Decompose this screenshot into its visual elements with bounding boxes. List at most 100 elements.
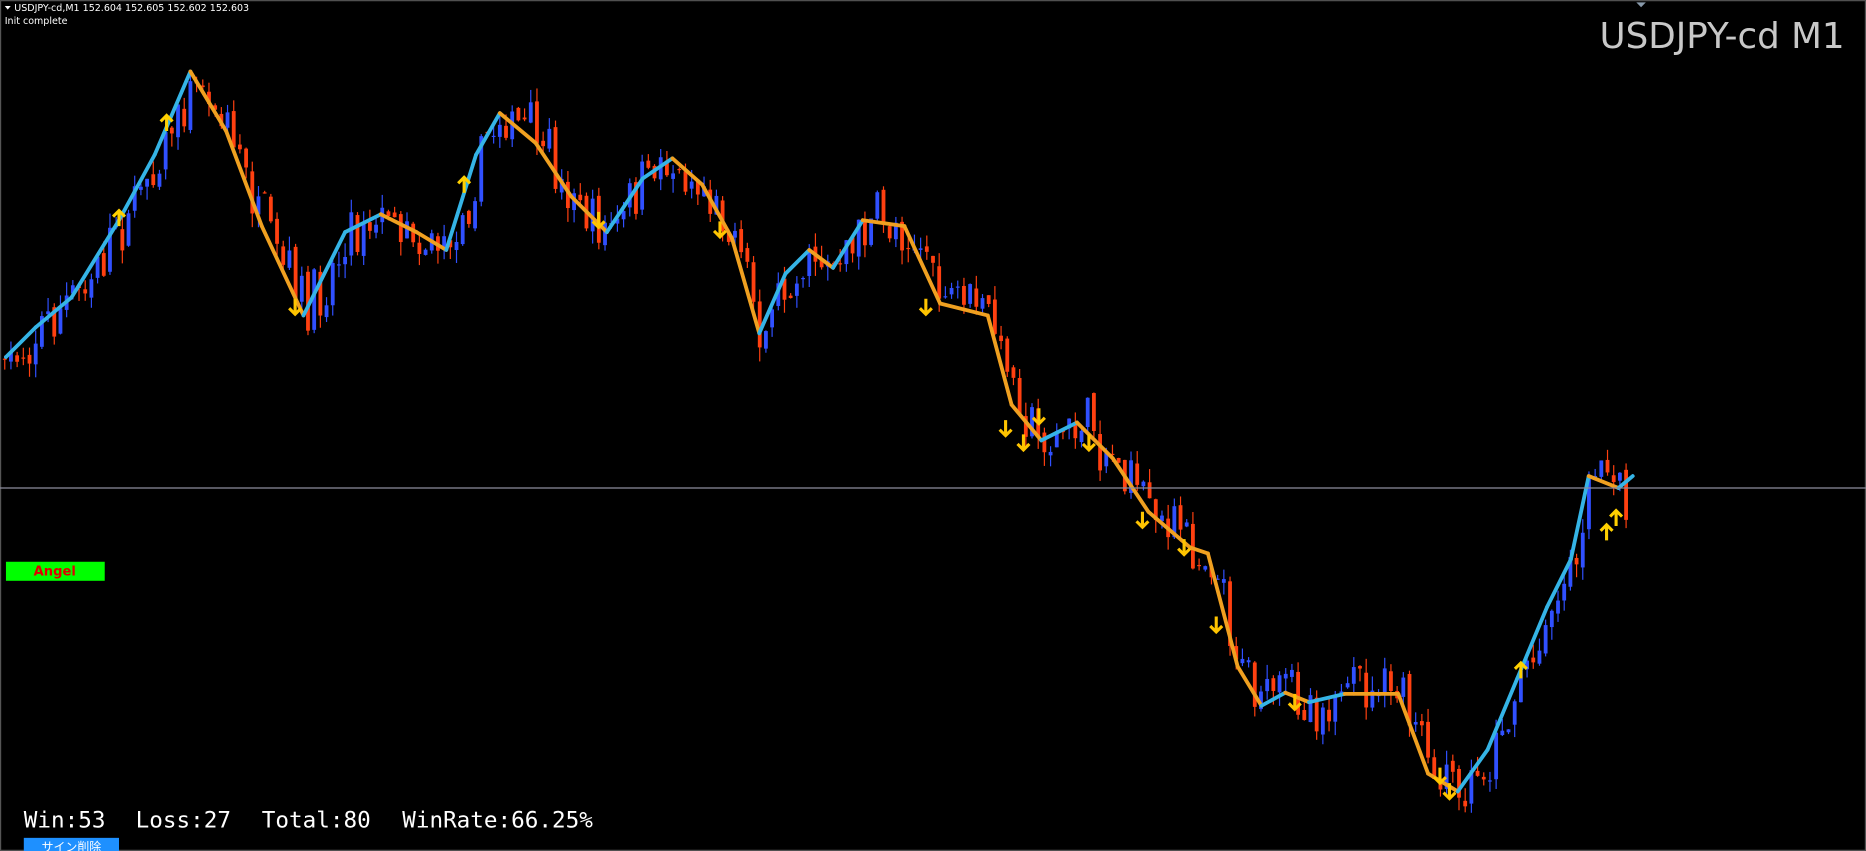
candle-body — [1419, 721, 1424, 726]
candle-body — [689, 181, 694, 189]
ma-segment — [1110, 456, 1151, 514]
delete-sign-label[interactable]: サイン削除 — [42, 840, 102, 851]
candle-body — [1228, 581, 1232, 646]
candle-body — [1481, 776, 1486, 780]
candle-body — [1191, 523, 1195, 569]
candle-body — [1265, 678, 1270, 692]
candle-body — [745, 248, 750, 262]
candle-body — [801, 278, 805, 280]
candle-body — [46, 311, 50, 315]
ma-segment — [1545, 557, 1573, 609]
candle-body — [9, 352, 13, 362]
candle-body — [479, 136, 484, 202]
sell-arrow — [1177, 539, 1192, 557]
candle-body — [1580, 532, 1585, 568]
candle-body — [318, 271, 323, 316]
candle-body — [213, 105, 218, 110]
candle-body — [39, 316, 44, 347]
candle-body — [1271, 678, 1276, 691]
candle-body — [1042, 432, 1047, 453]
candle-body — [392, 212, 397, 218]
candle-body — [157, 173, 162, 187]
candle-body — [1475, 770, 1480, 776]
win-rate: WinRate:66.25% — [402, 808, 593, 834]
candle-body — [1549, 610, 1554, 628]
candle-body — [1463, 800, 1468, 807]
dropdown-icon[interactable] — [4, 6, 11, 10]
candle-body — [287, 250, 292, 268]
candle-body — [1141, 481, 1146, 487]
candle-body — [1203, 566, 1208, 570]
shift-marker — [1636, 2, 1646, 8]
candle-body — [850, 237, 855, 254]
candle-body — [151, 174, 156, 186]
total-count: Total:80 — [262, 808, 371, 834]
candle-body — [1345, 683, 1350, 688]
candle-body — [1488, 780, 1492, 782]
candle-body — [949, 288, 954, 295]
candle-body — [590, 198, 595, 232]
candle-body — [367, 222, 372, 231]
candle-body — [330, 262, 335, 306]
candle-body — [1104, 452, 1109, 467]
candle-body — [163, 132, 168, 170]
ma-segment — [1426, 771, 1460, 794]
candle-body — [535, 101, 539, 144]
candle-body — [541, 140, 546, 147]
candle-body — [1073, 421, 1078, 439]
ma-segment — [378, 212, 419, 235]
loss-count: Loss:27 — [136, 808, 231, 834]
candle-body — [1030, 407, 1034, 437]
candle-body — [207, 91, 211, 104]
candle-body — [1512, 701, 1517, 725]
candle-body — [1457, 768, 1461, 798]
candle-body — [250, 171, 255, 214]
candle-body — [1172, 506, 1177, 538]
candle-body — [460, 215, 465, 245]
candle-body — [1543, 625, 1548, 654]
ma-segment — [1009, 402, 1044, 443]
candle-body — [677, 168, 682, 171]
ma-segment — [343, 212, 383, 235]
ma-segment — [1455, 747, 1490, 794]
ma-segment — [757, 271, 788, 336]
candle-body — [1005, 338, 1010, 372]
ma-segment — [301, 230, 348, 318]
candle-body — [1135, 463, 1140, 485]
candle-body — [1351, 667, 1356, 684]
sell-arrow — [288, 298, 303, 317]
candle-body — [751, 262, 756, 302]
candle-body — [547, 128, 552, 149]
candle-body — [188, 81, 193, 130]
ma-segment — [729, 236, 762, 336]
ma-segment — [605, 176, 645, 235]
candle-body — [999, 335, 1003, 342]
ma-segment — [414, 230, 449, 252]
candle-body — [324, 305, 329, 318]
candle-body — [1129, 460, 1133, 493]
candle-body — [454, 241, 459, 251]
candle-body — [1290, 669, 1294, 677]
ma-segment — [1568, 474, 1591, 562]
candle-body — [466, 210, 471, 225]
candle-body — [1500, 730, 1505, 736]
candle-body — [714, 195, 719, 215]
delete-sign-button[interactable] — [23, 837, 120, 851]
candle-body — [726, 232, 731, 242]
candle-body — [1240, 658, 1245, 664]
candle-body — [1617, 472, 1622, 481]
ma-segment — [1039, 420, 1079, 443]
sell-arrow — [1287, 693, 1302, 712]
candle-body — [52, 307, 57, 337]
candle-body — [442, 236, 447, 250]
indicator-box — [5, 561, 105, 581]
candle-body — [1215, 578, 1220, 580]
candle-body — [1469, 770, 1474, 804]
ma-segment — [497, 111, 538, 145]
candle-body — [355, 215, 360, 252]
candle-body — [1054, 431, 1059, 448]
candle-body — [603, 222, 607, 246]
ma-segment — [640, 156, 675, 181]
candle-body — [1153, 499, 1158, 521]
